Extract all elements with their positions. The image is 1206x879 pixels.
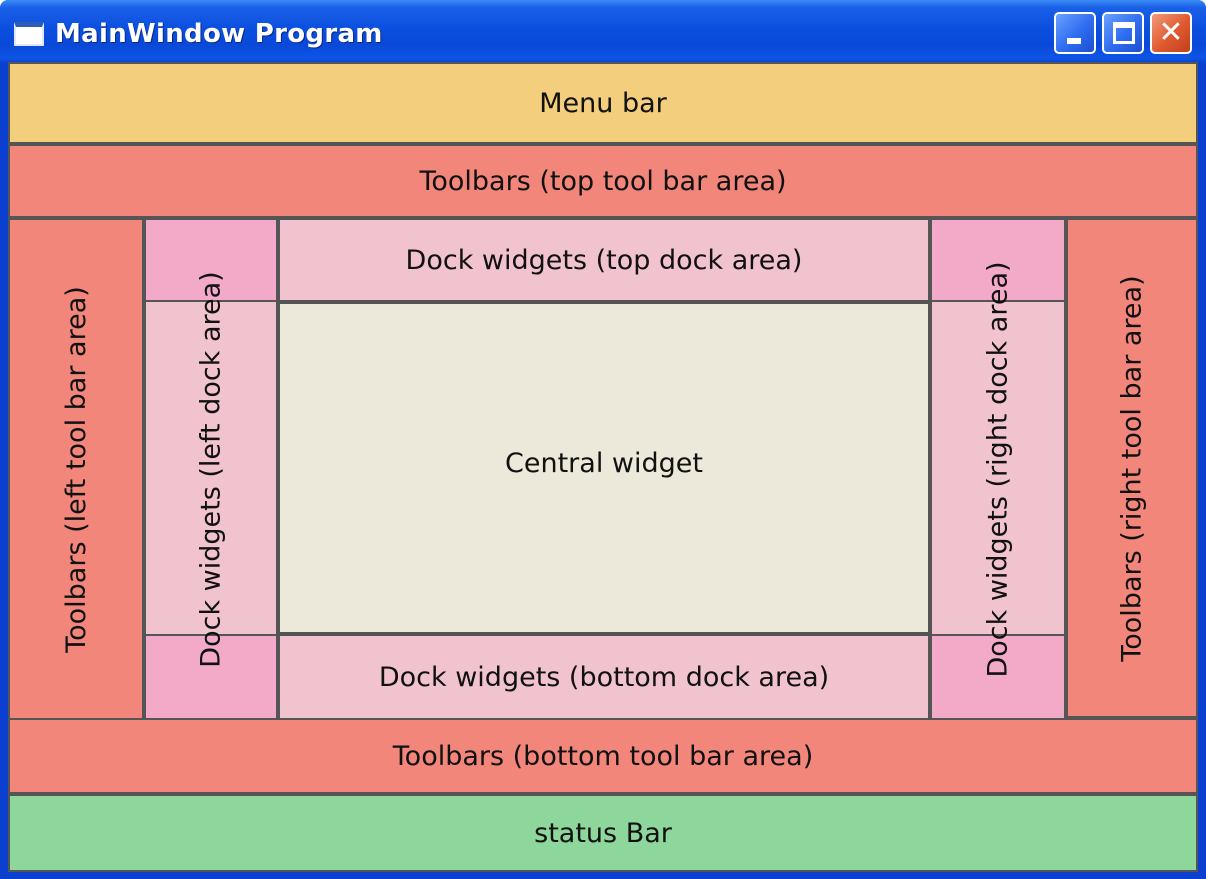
minimize-icon	[1067, 38, 1081, 44]
window-title: MainWindow Program	[55, 19, 383, 49]
toolbar-bottom-area[interactable]: Toolbars (bottom tool bar area)	[8, 718, 1198, 794]
application-window-icon	[14, 22, 44, 46]
dock-corner-top-right	[930, 218, 1066, 302]
dock-right-label-wrap: Dock widgets (right dock area)	[930, 218, 1066, 720]
toolbar-right-area[interactable]: Toolbars (right tool bar area)	[1066, 218, 1198, 718]
toolbar-top-label: Toolbars (top tool bar area)	[419, 165, 787, 197]
status-bar: status Bar	[8, 794, 1198, 872]
dock-right-area[interactable]	[930, 302, 1066, 634]
central-widget[interactable]: Central widget	[278, 302, 930, 634]
toolbar-left-area[interactable]: Toolbars (left tool bar area)	[8, 218, 144, 720]
minimize-button[interactable]	[1054, 12, 1096, 54]
toolbar-right-label: Toolbars (right tool bar area)	[1116, 274, 1148, 662]
menu-bar[interactable]: Menu bar	[8, 62, 1198, 144]
close-button[interactable]: ✕	[1150, 12, 1192, 54]
dock-top-area[interactable]: Dock widgets (top dock area)	[278, 218, 930, 302]
menu-bar-label: Menu bar	[539, 87, 667, 119]
title-bar[interactable]: MainWindow Program ✕	[0, 0, 1206, 64]
toolbar-top-area[interactable]: Toolbars (top tool bar area)	[8, 144, 1198, 218]
central-widget-label: Central widget	[505, 447, 703, 479]
toolbar-bottom-label: Toolbars (bottom tool bar area)	[392, 740, 814, 772]
dock-top-label: Dock widgets (top dock area)	[405, 244, 803, 276]
dock-left-label: Dock widgets (left dock area)	[195, 270, 227, 668]
dock-right-label: Dock widgets (right dock area)	[982, 260, 1014, 678]
dock-corner-top-left	[144, 218, 278, 302]
maximize-icon	[1113, 22, 1135, 44]
status-bar-label: status Bar	[534, 817, 672, 849]
maximize-button[interactable]	[1102, 12, 1144, 54]
dock-left-label-wrap: Dock widgets (left dock area)	[144, 218, 278, 720]
dock-corner-bottom-left	[144, 634, 278, 720]
client-area: Menu bar Toolbars (top tool bar area) To…	[8, 62, 1198, 872]
dock-bottom-label: Dock widgets (bottom dock area)	[378, 661, 830, 693]
dock-bottom-area[interactable]: Dock widgets (bottom dock area)	[278, 634, 930, 720]
toolbar-left-label: Toolbars (left tool bar area)	[60, 285, 92, 653]
dock-left-area[interactable]	[144, 302, 278, 634]
close-icon: ✕	[1158, 15, 1184, 50]
